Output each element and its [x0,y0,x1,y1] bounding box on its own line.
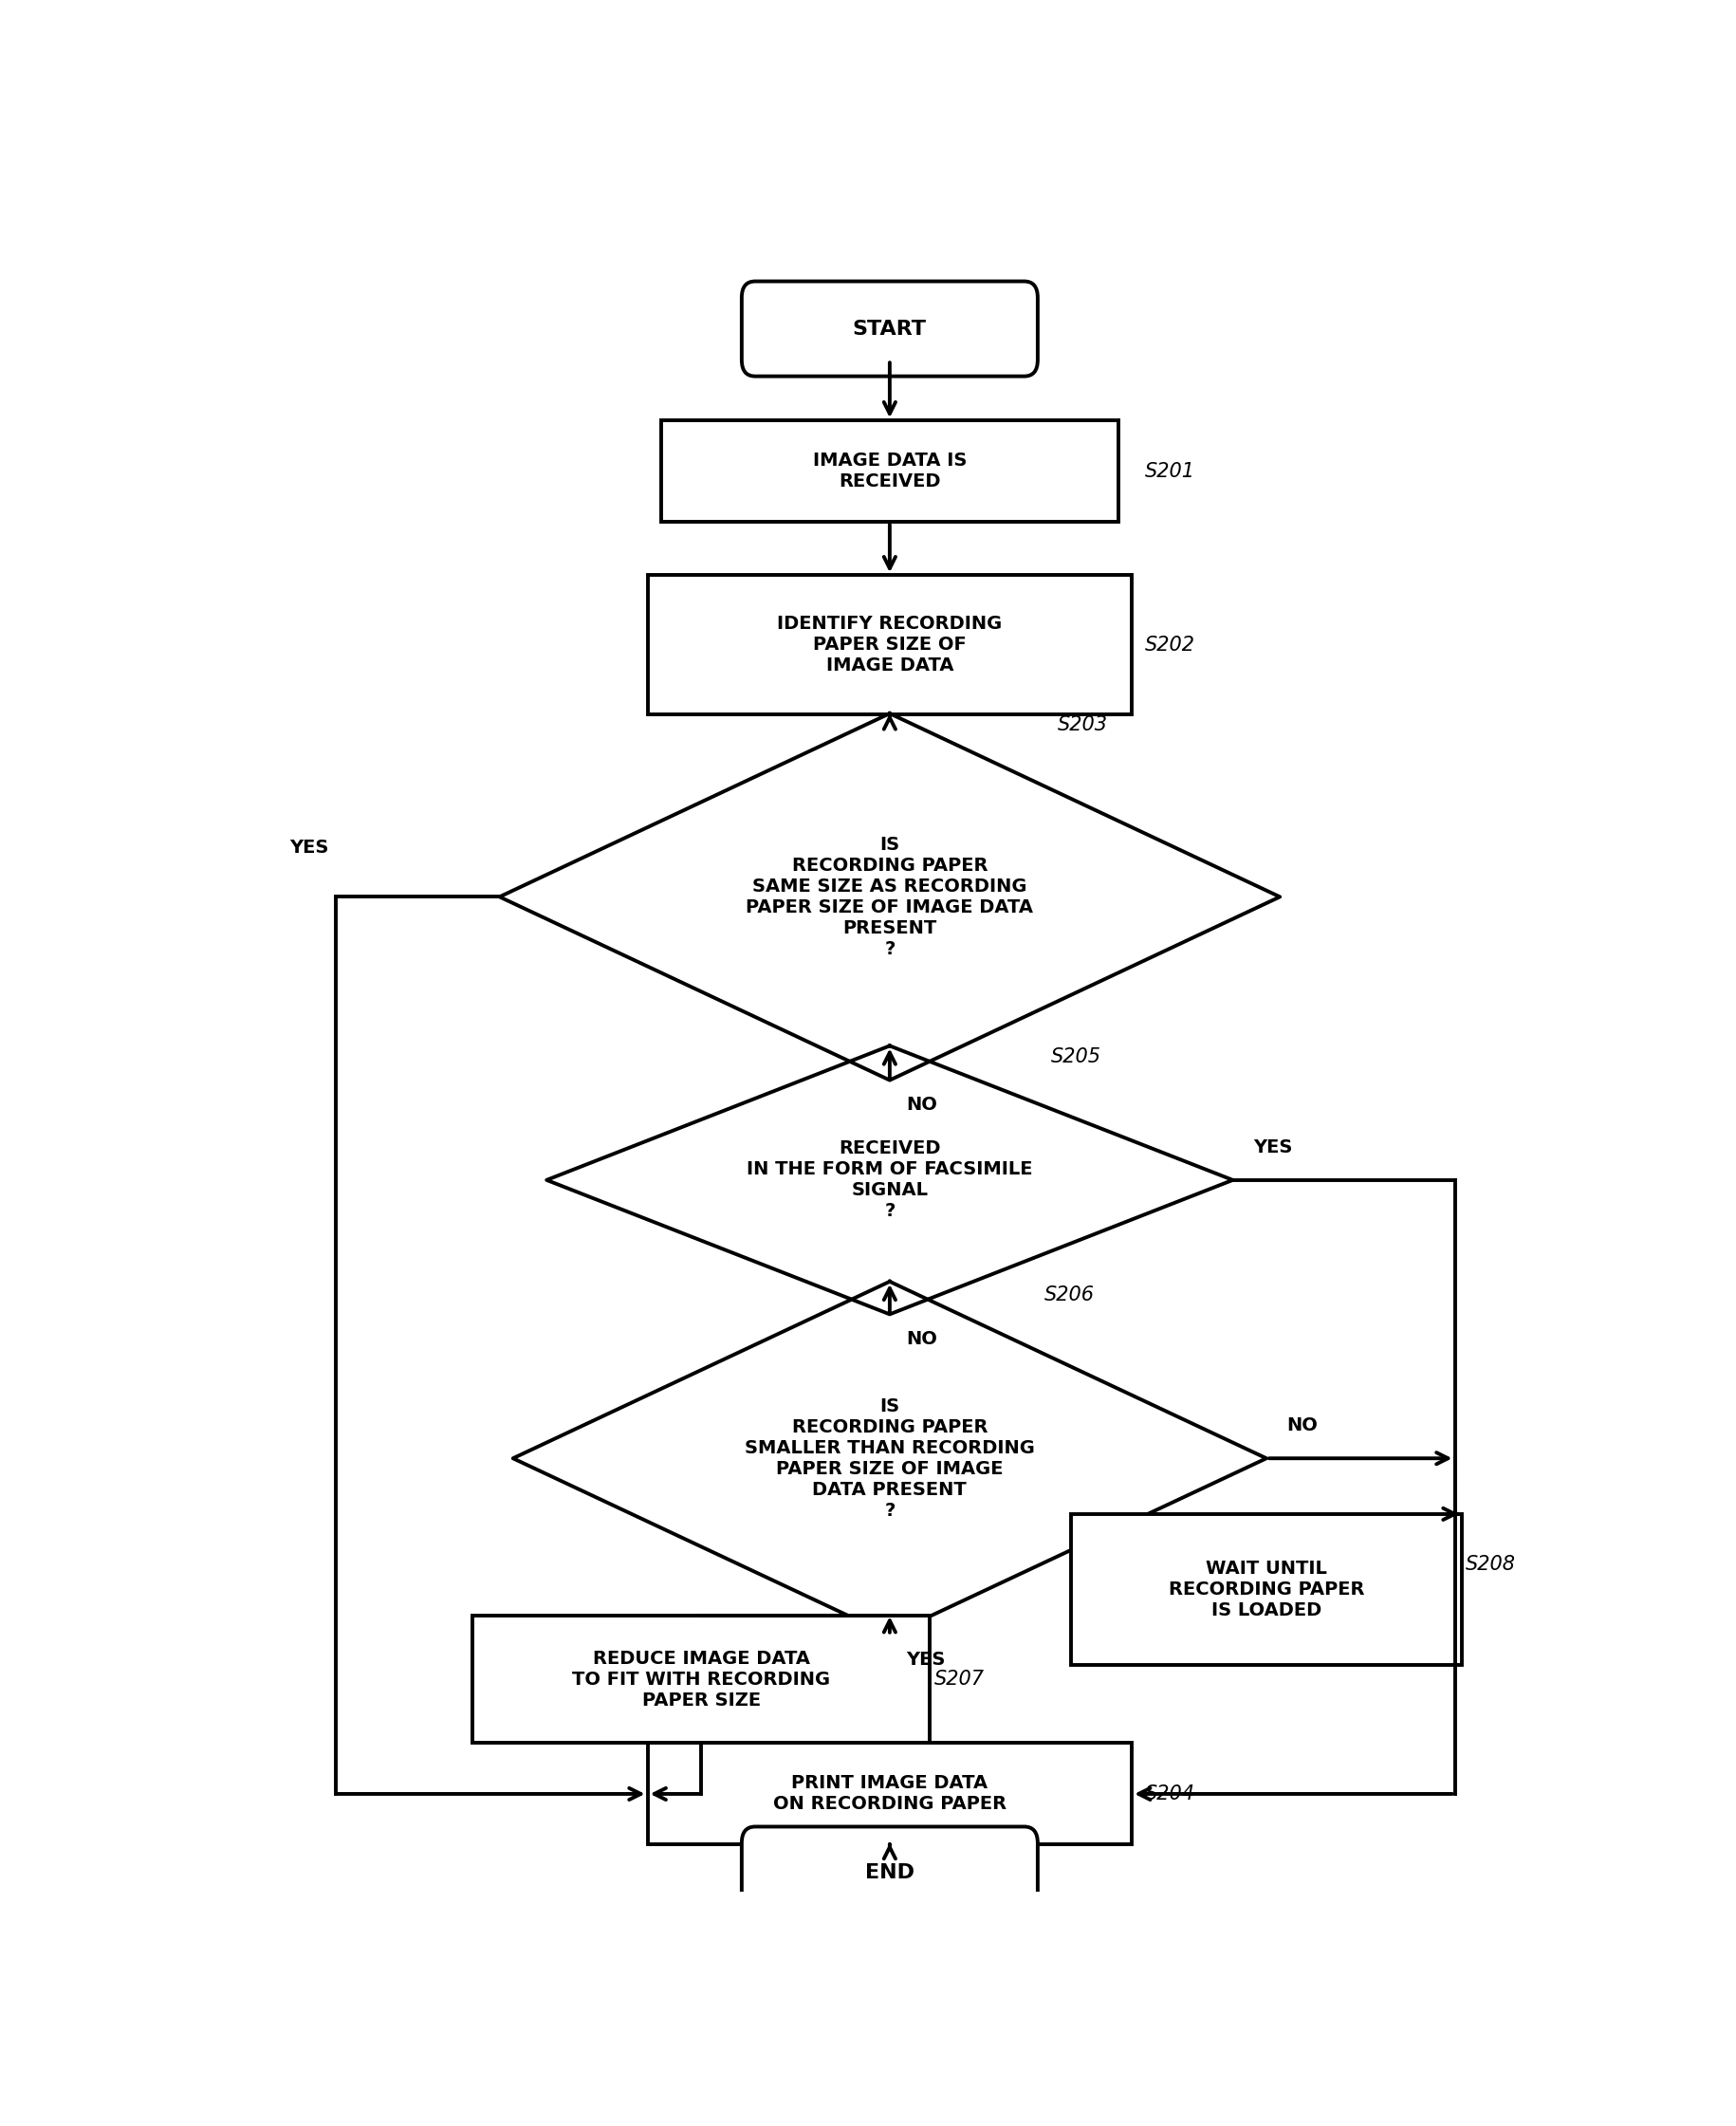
FancyBboxPatch shape [472,1616,930,1743]
Text: S203: S203 [1057,716,1108,733]
FancyBboxPatch shape [648,1743,1132,1845]
Text: REDUCE IMAGE DATA
TO FIT WITH RECORDING
PAPER SIZE: REDUCE IMAGE DATA TO FIT WITH RECORDING … [573,1650,830,1709]
Text: S204: S204 [1146,1784,1196,1803]
Text: NO: NO [906,1095,937,1114]
Text: IDENTIFY RECORDING
PAPER SIZE OF
IMAGE DATA: IDENTIFY RECORDING PAPER SIZE OF IMAGE D… [778,614,1002,674]
Text: WAIT UNTIL
RECORDING PAPER
IS LOADED: WAIT UNTIL RECORDING PAPER IS LOADED [1168,1558,1364,1620]
FancyBboxPatch shape [648,576,1132,714]
Text: NO: NO [1286,1416,1318,1435]
Text: PRINT IMAGE DATA
ON RECORDING PAPER: PRINT IMAGE DATA ON RECORDING PAPER [773,1775,1007,1813]
Text: RECEIVED
IN THE FORM OF FACSIMILE
SIGNAL
?: RECEIVED IN THE FORM OF FACSIMILE SIGNAL… [746,1140,1033,1220]
Text: S201: S201 [1146,461,1196,480]
Text: S202: S202 [1146,636,1196,655]
Text: YES: YES [290,840,328,857]
Text: YES: YES [1253,1137,1292,1157]
Text: S205: S205 [1052,1048,1101,1067]
Text: NO: NO [906,1331,937,1348]
Text: S208: S208 [1465,1556,1516,1573]
Polygon shape [500,714,1279,1080]
FancyBboxPatch shape [1071,1514,1462,1665]
FancyBboxPatch shape [661,421,1118,523]
Polygon shape [514,1282,1267,1635]
Text: S207: S207 [934,1669,984,1688]
FancyBboxPatch shape [741,281,1038,376]
Polygon shape [547,1046,1233,1314]
Text: IMAGE DATA IS
RECEIVED: IMAGE DATA IS RECEIVED [812,451,967,491]
FancyBboxPatch shape [741,1826,1038,1918]
Text: IS
RECORDING PAPER
SAME SIZE AS RECORDING
PAPER SIZE OF IMAGE DATA
PRESENT
?: IS RECORDING PAPER SAME SIZE AS RECORDIN… [746,836,1033,959]
Text: S206: S206 [1045,1284,1095,1303]
Text: END: END [865,1862,915,1882]
Text: START: START [852,319,927,338]
Text: IS
RECORDING PAPER
SMALLER THAN RECORDING
PAPER SIZE OF IMAGE
DATA PRESENT
?: IS RECORDING PAPER SMALLER THAN RECORDIN… [745,1397,1035,1520]
Text: YES: YES [906,1650,944,1669]
